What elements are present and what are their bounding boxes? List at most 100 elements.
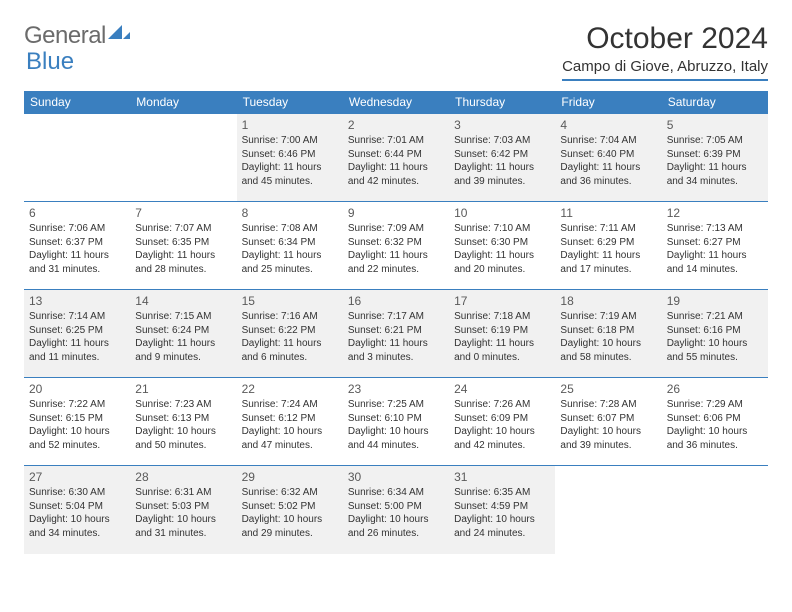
sunrise-text: Sunrise: 7:18 AM (454, 310, 550, 324)
daylight-text: Daylight: 11 hours and 39 minutes. (454, 161, 550, 188)
sunset-text: Sunset: 6:09 PM (454, 412, 550, 426)
day-number: 20 (29, 381, 125, 397)
calendar-day-cell: 12Sunrise: 7:13 AMSunset: 6:27 PMDayligh… (662, 202, 768, 290)
sunset-text: Sunset: 5:03 PM (135, 500, 231, 514)
day-number: 2 (348, 117, 444, 133)
daylight-text: Daylight: 10 hours and 42 minutes. (454, 425, 550, 452)
sunrise-text: Sunrise: 7:07 AM (135, 222, 231, 236)
sunset-text: Sunset: 6:21 PM (348, 324, 444, 338)
daylight-text: Daylight: 11 hours and 20 minutes. (454, 249, 550, 276)
sunrise-text: Sunrise: 7:13 AM (667, 222, 763, 236)
daylight-text: Daylight: 10 hours and 31 minutes. (135, 513, 231, 540)
sunset-text: Sunset: 6:22 PM (242, 324, 338, 338)
sunset-text: Sunset: 6:24 PM (135, 324, 231, 338)
daylight-text: Daylight: 10 hours and 26 minutes. (348, 513, 444, 540)
day-number: 11 (560, 205, 656, 221)
daylight-text: Daylight: 10 hours and 24 minutes. (454, 513, 550, 540)
day-number: 9 (348, 205, 444, 221)
day-number: 1 (242, 117, 338, 133)
daylight-text: Daylight: 11 hours and 25 minutes. (242, 249, 338, 276)
calendar-day-cell: 6Sunrise: 7:06 AMSunset: 6:37 PMDaylight… (24, 202, 130, 290)
calendar-day-cell: 27Sunrise: 6:30 AMSunset: 5:04 PMDayligh… (24, 466, 130, 554)
daylight-text: Daylight: 10 hours and 58 minutes. (560, 337, 656, 364)
logo-text-2: Blue (26, 48, 74, 76)
sunset-text: Sunset: 6:29 PM (560, 236, 656, 250)
weekday-header: Wednesday (343, 91, 449, 114)
sunset-text: Sunset: 6:12 PM (242, 412, 338, 426)
weekday-header: Saturday (662, 91, 768, 114)
daylight-text: Daylight: 11 hours and 6 minutes. (242, 337, 338, 364)
sunrise-text: Sunrise: 7:11 AM (560, 222, 656, 236)
sunrise-text: Sunrise: 7:22 AM (29, 398, 125, 412)
sunrise-text: Sunrise: 7:03 AM (454, 134, 550, 148)
sunrise-text: Sunrise: 7:29 AM (667, 398, 763, 412)
sunrise-text: Sunrise: 7:26 AM (454, 398, 550, 412)
daylight-text: Daylight: 11 hours and 17 minutes. (560, 249, 656, 276)
day-number: 14 (135, 293, 231, 309)
sunset-text: Sunset: 6:32 PM (348, 236, 444, 250)
sunset-text: Sunset: 5:00 PM (348, 500, 444, 514)
sunset-text: Sunset: 6:30 PM (454, 236, 550, 250)
sunrise-text: Sunrise: 7:01 AM (348, 134, 444, 148)
weekday-header: Tuesday (237, 91, 343, 114)
calendar-day-cell: 13Sunrise: 7:14 AMSunset: 6:25 PMDayligh… (24, 290, 130, 378)
weekday-header: Monday (130, 91, 236, 114)
header: General October 2024 Campo di Giove, Abr… (24, 22, 768, 81)
calendar-day-cell: 19Sunrise: 7:21 AMSunset: 6:16 PMDayligh… (662, 290, 768, 378)
calendar-table: Sunday Monday Tuesday Wednesday Thursday… (24, 91, 768, 554)
calendar-day-cell: 1Sunrise: 7:00 AMSunset: 6:46 PMDaylight… (237, 114, 343, 202)
calendar-day-cell (24, 114, 130, 202)
weekday-header: Sunday (24, 91, 130, 114)
calendar-day-cell: 3Sunrise: 7:03 AMSunset: 6:42 PMDaylight… (449, 114, 555, 202)
sunrise-text: Sunrise: 7:05 AM (667, 134, 763, 148)
calendar-day-cell: 14Sunrise: 7:15 AMSunset: 6:24 PMDayligh… (130, 290, 236, 378)
sunrise-text: Sunrise: 7:00 AM (242, 134, 338, 148)
calendar-day-cell: 21Sunrise: 7:23 AMSunset: 6:13 PMDayligh… (130, 378, 236, 466)
weekday-header: Thursday (449, 91, 555, 114)
calendar-day-cell: 18Sunrise: 7:19 AMSunset: 6:18 PMDayligh… (555, 290, 661, 378)
sunrise-text: Sunrise: 7:08 AM (242, 222, 338, 236)
daylight-text: Daylight: 10 hours and 55 minutes. (667, 337, 763, 364)
calendar-day-cell (130, 114, 236, 202)
daylight-text: Daylight: 11 hours and 28 minutes. (135, 249, 231, 276)
sunset-text: Sunset: 6:42 PM (454, 148, 550, 162)
day-number: 28 (135, 469, 231, 485)
calendar-day-cell: 30Sunrise: 6:34 AMSunset: 5:00 PMDayligh… (343, 466, 449, 554)
calendar-day-cell: 5Sunrise: 7:05 AMSunset: 6:39 PMDaylight… (662, 114, 768, 202)
calendar-day-cell: 11Sunrise: 7:11 AMSunset: 6:29 PMDayligh… (555, 202, 661, 290)
sunrise-text: Sunrise: 7:15 AM (135, 310, 231, 324)
daylight-text: Daylight: 10 hours and 39 minutes. (560, 425, 656, 452)
weekday-header: Friday (555, 91, 661, 114)
calendar-week-row: 27Sunrise: 6:30 AMSunset: 5:04 PM Dayligh… (24, 466, 768, 554)
calendar-week-row: 6Sunrise: 7:06 AMSunset: 6:37 PMDaylight… (24, 202, 768, 290)
calendar-day-cell: 28Sunrise: 6:31 AMSunset: 5:03 PMDayligh… (130, 466, 236, 554)
sunset-text: Sunset: 6:27 PM (667, 236, 763, 250)
day-number: 18 (560, 293, 656, 309)
calendar-day-cell: 17Sunrise: 7:18 AMSunset: 6:19 PMDayligh… (449, 290, 555, 378)
sunrise-text: Sunrise: 7:14 AM (29, 310, 125, 324)
sunset-text: Sunset: 6:18 PM (560, 324, 656, 338)
day-number: 3 (454, 117, 550, 133)
sunset-text: Sunset: 6:19 PM (454, 324, 550, 338)
logo: General (24, 22, 130, 50)
calendar-day-cell (662, 466, 768, 554)
day-number: 21 (135, 381, 231, 397)
calendar-day-cell: 9Sunrise: 7:09 AMSunset: 6:32 PMDaylight… (343, 202, 449, 290)
calendar-day-cell: 25Sunrise: 7:28 AMSunset: 6:07 PMDayligh… (555, 378, 661, 466)
calendar-day-cell: 8Sunrise: 7:08 AMSunset: 6:34 PMDaylight… (237, 202, 343, 290)
day-number: 22 (242, 381, 338, 397)
daylight-text: Daylight: 10 hours and 29 minutes. (242, 513, 338, 540)
day-number: 4 (560, 117, 656, 133)
sunrise-text: Sunrise: 6:31 AM (135, 486, 231, 500)
day-number: 30 (348, 469, 444, 485)
sunrise-text: Sunrise: 6:30 AM (29, 486, 125, 500)
sunset-text: Sunset: 6:07 PM (560, 412, 656, 426)
day-number: 27 (29, 469, 125, 485)
sunrise-text: Sunrise: 6:34 AM (348, 486, 444, 500)
sunset-text: Sunset: 6:44 PM (348, 148, 444, 162)
day-number: 23 (348, 381, 444, 397)
sunrise-text: Sunrise: 7:17 AM (348, 310, 444, 324)
day-number: 31 (454, 469, 550, 485)
sunset-text: Sunset: 5:04 PM (29, 500, 125, 514)
calendar-week-row: 13Sunrise: 7:14 AMSunset: 6:25 PMDayligh… (24, 290, 768, 378)
